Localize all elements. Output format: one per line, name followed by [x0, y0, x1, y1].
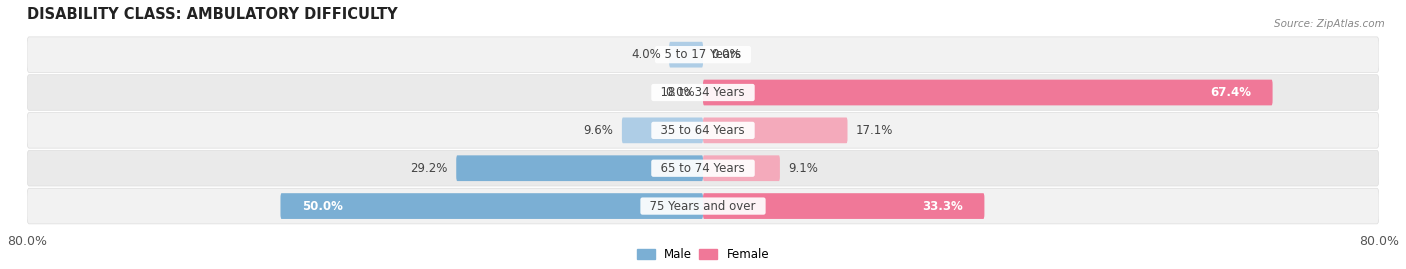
Text: 0.0%: 0.0% — [665, 86, 695, 99]
Text: 29.2%: 29.2% — [411, 162, 447, 175]
Text: 9.1%: 9.1% — [789, 162, 818, 175]
Text: DISABILITY CLASS: AMBULATORY DIFFICULTY: DISABILITY CLASS: AMBULATORY DIFFICULTY — [27, 7, 398, 22]
Text: 33.3%: 33.3% — [922, 200, 963, 213]
FancyBboxPatch shape — [621, 118, 703, 143]
FancyBboxPatch shape — [27, 150, 1379, 186]
FancyBboxPatch shape — [703, 80, 1272, 105]
Text: Source: ZipAtlas.com: Source: ZipAtlas.com — [1274, 19, 1385, 29]
FancyBboxPatch shape — [703, 118, 848, 143]
FancyBboxPatch shape — [456, 155, 703, 181]
Text: 75 Years and over: 75 Years and over — [643, 200, 763, 213]
Text: 18 to 34 Years: 18 to 34 Years — [654, 86, 752, 99]
FancyBboxPatch shape — [27, 75, 1379, 110]
FancyBboxPatch shape — [669, 42, 703, 68]
Text: 50.0%: 50.0% — [302, 200, 343, 213]
Text: 17.1%: 17.1% — [856, 124, 893, 137]
Text: 4.0%: 4.0% — [631, 48, 661, 61]
Legend: Male, Female: Male, Female — [637, 248, 769, 261]
FancyBboxPatch shape — [703, 155, 780, 181]
FancyBboxPatch shape — [280, 193, 703, 219]
Text: 9.6%: 9.6% — [583, 124, 613, 137]
FancyBboxPatch shape — [27, 188, 1379, 224]
Text: 0.0%: 0.0% — [711, 48, 741, 61]
Text: 5 to 17 Years: 5 to 17 Years — [657, 48, 749, 61]
Text: 65 to 74 Years: 65 to 74 Years — [654, 162, 752, 175]
Text: 35 to 64 Years: 35 to 64 Years — [654, 124, 752, 137]
FancyBboxPatch shape — [27, 37, 1379, 72]
FancyBboxPatch shape — [703, 193, 984, 219]
Text: 67.4%: 67.4% — [1211, 86, 1251, 99]
FancyBboxPatch shape — [27, 112, 1379, 148]
